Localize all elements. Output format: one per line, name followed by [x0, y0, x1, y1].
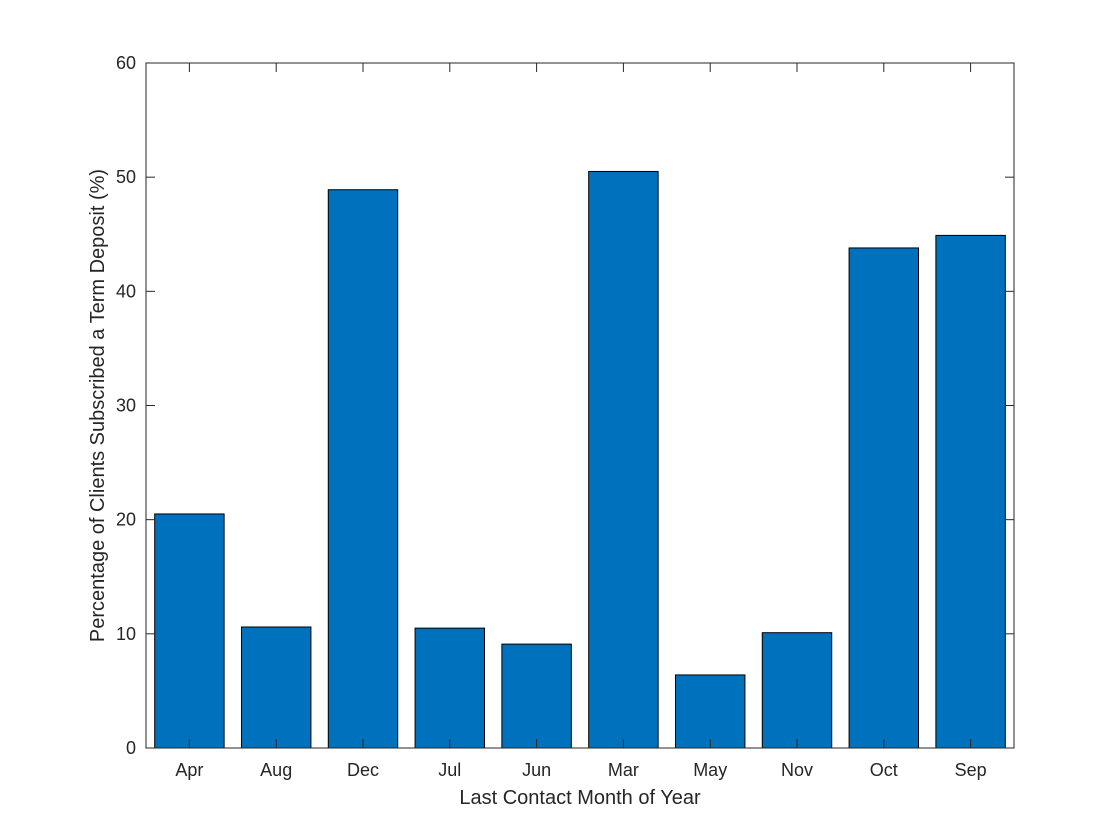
y-tick-label: 50 [116, 167, 136, 187]
x-tick-label-may: May [693, 760, 727, 780]
x-tick-label-jul: Jul [438, 760, 461, 780]
bar-apr [154, 513, 225, 749]
x-tick-label-mar: Mar [608, 760, 639, 780]
bar-jun [501, 643, 572, 749]
bar-aug [240, 626, 312, 749]
x-tick-label-sep: Sep [955, 760, 987, 780]
y-axis-title: Percentage of Clients Subscribed a Term … [87, 169, 109, 642]
bar-nov [761, 632, 833, 749]
y-tick-label: 40 [116, 281, 136, 301]
y-tick-label: 20 [116, 510, 136, 530]
x-ticks-layer: Apr Aug Dec Jul Jun Mar May Nov Oct Sep [175, 63, 987, 780]
x-tick-label-aug: Aug [260, 760, 292, 780]
y-tick-label: 10 [116, 624, 136, 644]
x-axis-title: Last Contact Month of Year [459, 787, 701, 809]
x-tick-label-jun: Jun [522, 760, 551, 780]
bar-oct [848, 247, 920, 749]
bar-sep [935, 234, 1006, 749]
x-tick-label-dec: Dec [347, 760, 379, 780]
x-tick-label-oct: Oct [870, 760, 898, 780]
x-tick-label-nov: Nov [781, 760, 813, 780]
bar-mar [588, 170, 659, 749]
bars-layer [154, 170, 1006, 749]
bar-may [674, 674, 746, 749]
y-tick-label: 60 [116, 53, 136, 73]
bar-jul [414, 627, 486, 749]
y-ticks-layer: 0 10 20 30 40 50 60 [116, 53, 1014, 758]
x-tick-label-apr: Apr [175, 760, 203, 780]
y-tick-label: 0 [126, 738, 136, 758]
bar-dec [327, 189, 399, 749]
y-tick-label: 30 [116, 396, 136, 416]
